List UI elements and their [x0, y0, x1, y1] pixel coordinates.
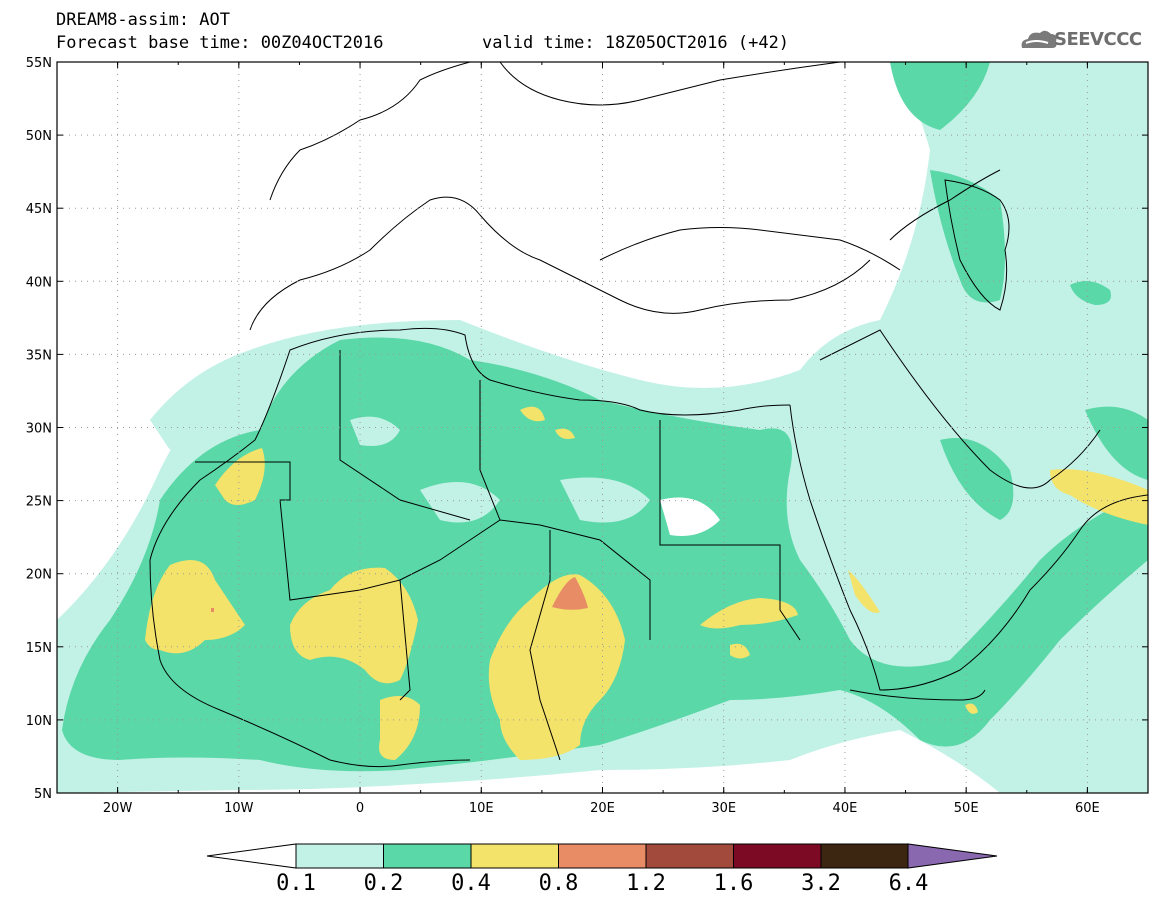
lat-tick-label: 20N: [26, 568, 52, 583]
lon-tick-label: 60E: [1075, 801, 1100, 816]
colorbar-label: 6.4: [888, 871, 929, 896]
aot-field: [57, 62, 1148, 793]
lat-tick-label: 50N: [26, 129, 52, 144]
lat-tick-label: 35N: [26, 348, 52, 363]
forecast-base-time: Forecast base time: 00Z04OCT2016: [56, 33, 384, 53]
lat-tick-label: 15N: [26, 641, 52, 656]
lon-tick-label: 10W: [224, 801, 254, 816]
lon-tick-label: 10E: [469, 801, 494, 816]
latitude-labels: 55N 50N 45N 40N 35N 30N 25N 20N 15N 10N 5N: [26, 56, 52, 802]
colorbar-box: [645, 843, 734, 869]
colorbar: [206, 843, 998, 869]
lon-tick-label: 0: [356, 801, 364, 816]
lat-tick-label: 40N: [26, 275, 52, 290]
axis-ticks: [56, 61, 1149, 794]
lon-tick-label: 30E: [711, 801, 736, 816]
lon-tick-label: 50E: [954, 801, 979, 816]
colorbar-box: [295, 843, 384, 869]
colorbar-label: 0.4: [451, 871, 491, 896]
colorbar-label: 0.1: [276, 871, 316, 896]
coastlines: [149, 62, 1148, 768]
valid-time: valid time: 18Z05OCT2016 (+42): [482, 33, 790, 53]
lat-tick-label: 5N: [34, 787, 52, 802]
colorbar-label: 1.2: [626, 871, 666, 896]
logo-text: SEEVCCC: [1054, 29, 1142, 50]
lon-tick-label: 20E: [590, 801, 615, 816]
map-title: DREAM8-assim: AOT: [56, 10, 230, 30]
colorbar-box: [558, 843, 647, 869]
colorbar-box: [470, 843, 559, 869]
colorbar-box: [820, 843, 909, 869]
colorbar-over-triangle: [907, 843, 998, 869]
lat-tick-label: 10N: [26, 714, 52, 729]
colorbar-under-triangle: [206, 843, 297, 869]
colorbar-label: 1.6: [713, 871, 754, 896]
cloud-logo-icon: [1021, 30, 1057, 48]
lat-tick-label: 55N: [26, 56, 52, 71]
lat-tick-label: 45N: [26, 202, 52, 217]
colorbar-label: 0.2: [363, 871, 404, 896]
colorbar-label: 0.8: [538, 871, 579, 896]
colorbar-label: 3.2: [801, 871, 841, 896]
colorbar-box: [733, 843, 822, 869]
longitude-labels: 20W 10W 0 10E 20E 30E 40E 50E 60E: [103, 801, 1100, 816]
colorbar-box: [383, 843, 472, 869]
lon-tick-label: 20W: [103, 801, 133, 816]
lat-tick-label: 25N: [26, 495, 52, 510]
lon-tick-label: 40E: [833, 801, 858, 816]
lat-tick-label: 30N: [26, 422, 52, 437]
